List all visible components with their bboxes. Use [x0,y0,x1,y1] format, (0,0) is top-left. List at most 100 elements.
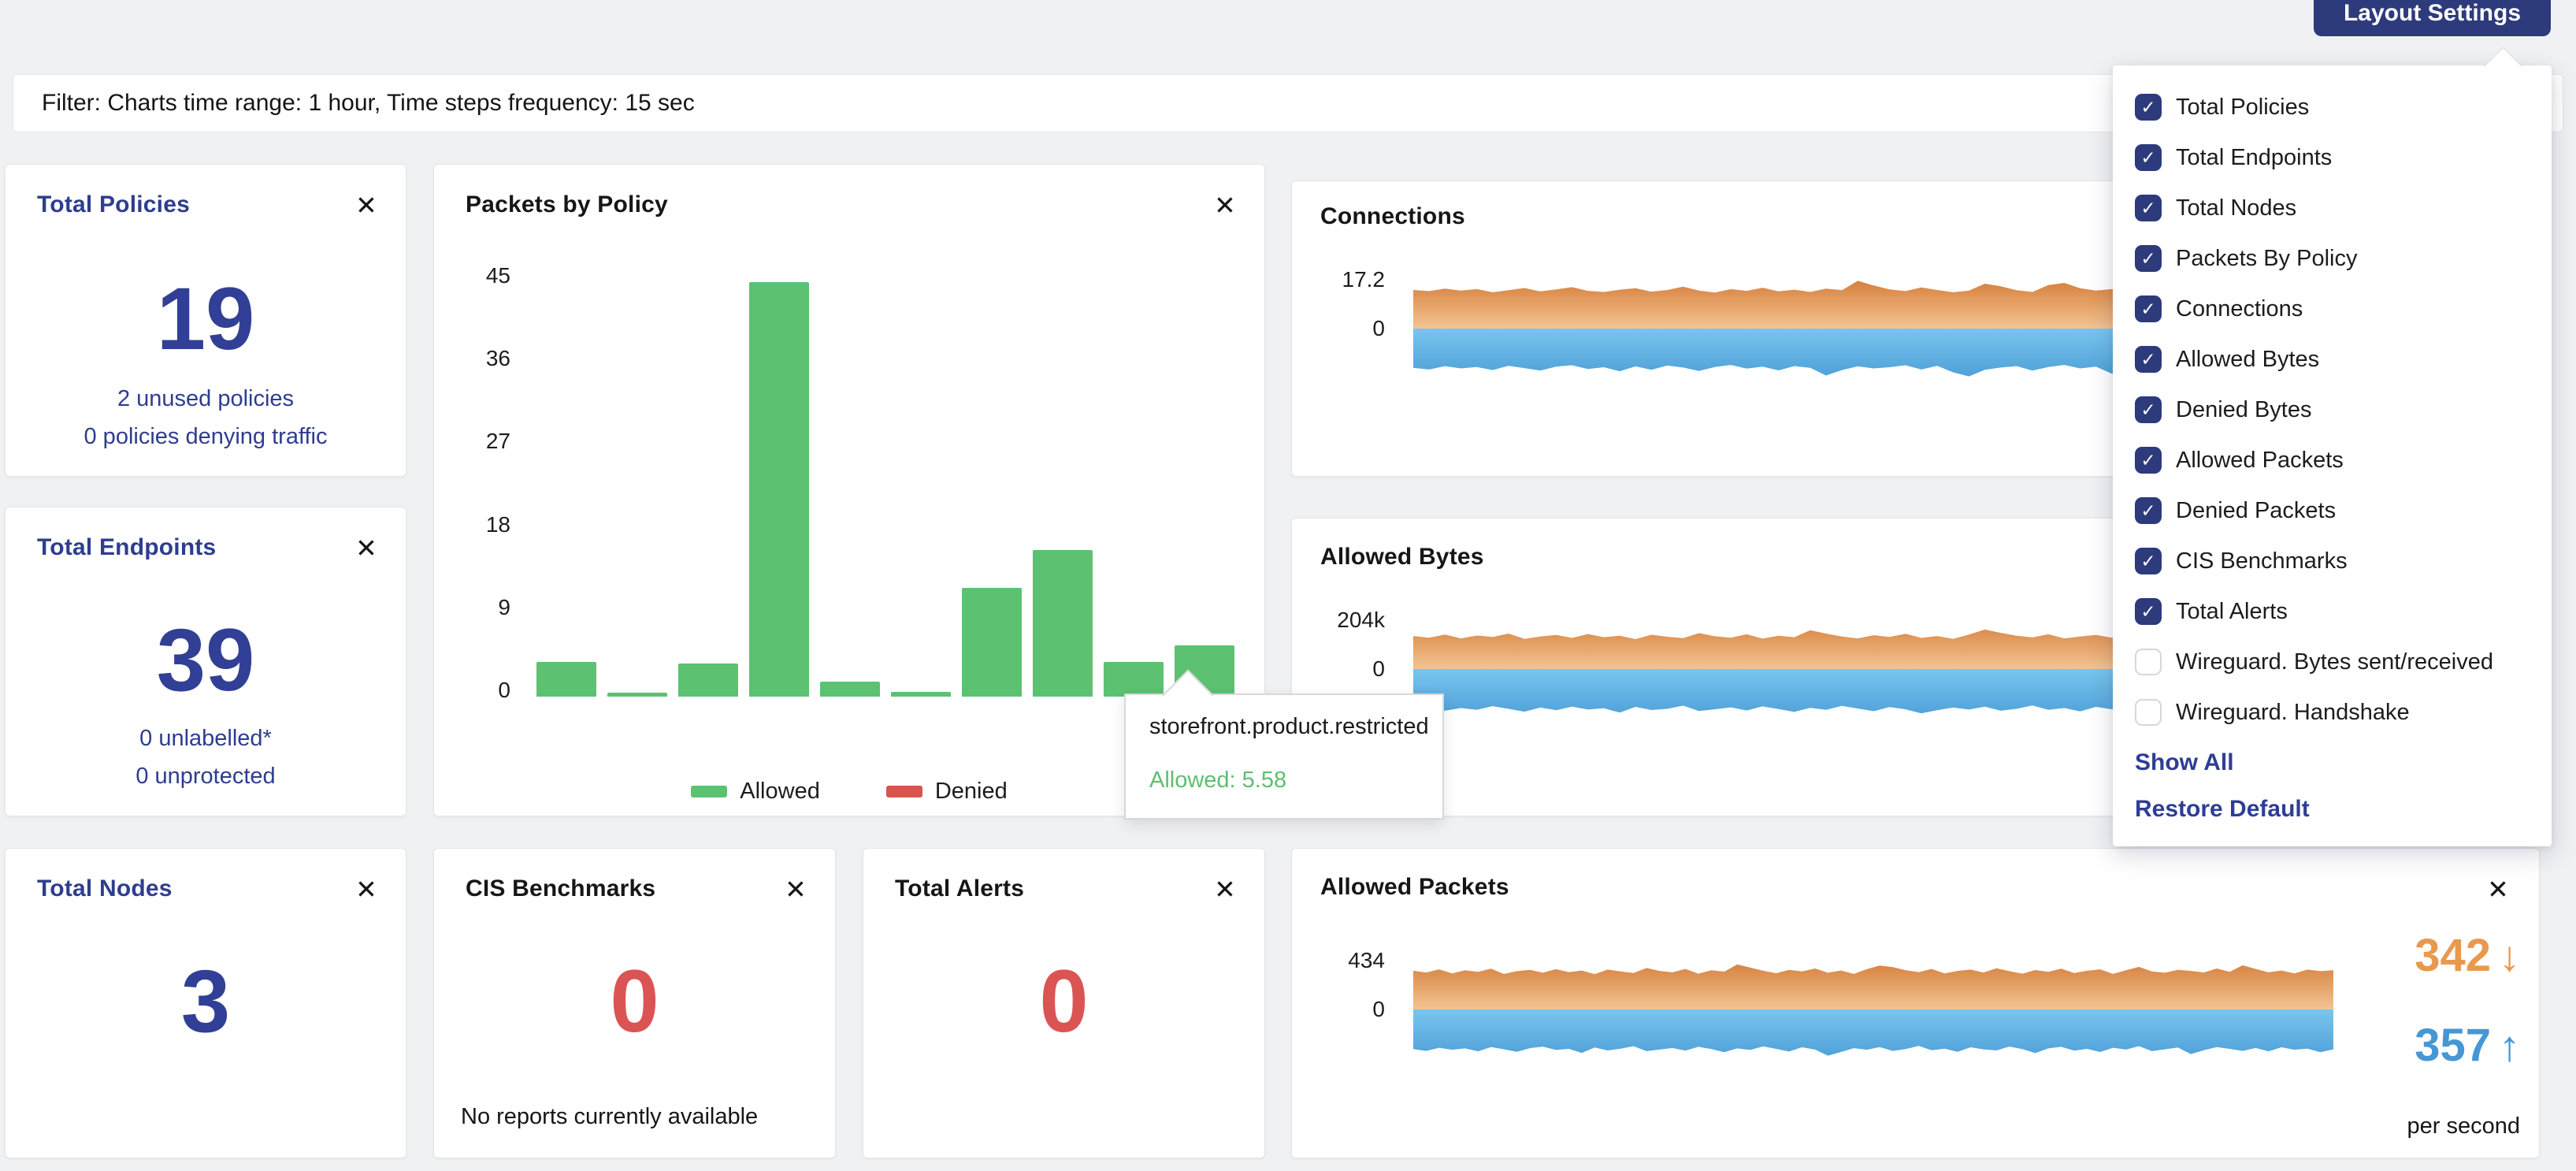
legend-allowed[interactable]: Allowed [691,779,820,805]
checkbox[interactable] [2135,699,2162,726]
arrow-down-icon: ↓ [2499,933,2520,980]
dropdown-caret [2483,46,2523,87]
layout-item-label: Packets By Policy [2176,245,2358,271]
close-icon[interactable]: ✕ [349,872,384,907]
denying-policies-text: 0 policies denying traffic [84,424,328,449]
close-icon[interactable]: ✕ [2481,872,2515,907]
check-icon: ✓ [2140,348,2156,370]
layout-settings-dropdown: ✓ Total Policies ✓ Total Endpoints ✓ Tot… [2113,46,2552,846]
chart-tooltip: storefront.product.restricted Allowed: 5… [1124,669,1444,820]
check-icon: ✓ [2140,197,2156,218]
layout-settings-item[interactable]: ✓ Denied Packets [2135,497,2533,524]
total-endpoints-value: 39 [156,610,255,709]
layout-settings-item[interactable]: ✓ Total Policies [2135,94,2533,121]
close-icon[interactable]: ✕ [349,188,384,223]
allowed-bar[interactable] [962,588,1022,697]
check-icon: ✓ [2140,550,2156,571]
checkbox[interactable]: ✓ [2135,497,2162,524]
check-icon: ✓ [2140,298,2156,319]
card-total-endpoints: Total Endpoints ✕ 39 0 unlabelled* 0 unp… [5,507,406,816]
layout-settings-item[interactable]: ✓ Connections [2135,296,2533,322]
close-icon[interactable]: ✕ [778,872,813,907]
layout-settings-item[interactable]: ✓ Allowed Packets [2135,447,2533,474]
show-all-link[interactable]: Show All [2135,749,2234,775]
layout-settings-item[interactable]: ✓ Allowed Bytes [2135,346,2533,373]
allowed-bar[interactable] [536,662,596,697]
check-icon: ✓ [2140,449,2156,470]
allowed-bar[interactable] [678,664,738,697]
layout-item-label: Allowed Packets [2176,447,2344,473]
checkbox[interactable]: ✓ [2135,144,2162,171]
allowed-bar[interactable] [1033,550,1093,697]
checkbox[interactable]: ✓ [2135,296,2162,322]
total-alerts-value: 0 [1039,951,1089,1050]
checkbox[interactable]: ✓ [2135,195,2162,221]
packets-by-policy-chart[interactable]: 45 36 27 18 9 0 [434,165,1264,816]
layout-item-label: Total Nodes [2176,195,2297,221]
unlabelled-text: 0 unlabelled* [139,726,272,751]
allowed-bar[interactable] [749,282,809,697]
legend-denied[interactable]: Denied [885,779,1008,805]
card-total-alerts: Total Alerts ✕ 0 [863,848,1265,1158]
close-icon[interactable]: ✕ [1208,188,1242,223]
layout-item-label: CIS Benchmarks [2176,548,2348,574]
layout-settings-item[interactable]: ✓ CIS Benchmarks [2135,548,2533,574]
card-cis-benchmarks: CIS Benchmarks ✕ 0 No reports currently … [433,848,836,1158]
layout-settings-item[interactable]: ✓ Total Endpoints [2135,144,2533,171]
restore-default-link[interactable]: Restore Default [2135,796,2310,822]
allowed-bar[interactable] [820,682,880,697]
card-title-allowed-bytes: Allowed Bytes [1320,544,1484,570]
check-icon: ✓ [2140,500,2156,521]
checkbox[interactable]: ✓ [2135,548,2162,574]
allowed-bar[interactable] [891,692,951,697]
card-title-total-nodes: Total Nodes [37,875,173,901]
checkbox[interactable]: ✓ [2135,94,2162,121]
layout-item-label: Wireguard. Handshake [2176,699,2410,725]
check-icon: ✓ [2140,399,2156,420]
card-total-policies: Total Policies ✕ 19 2 unused policies 0 … [5,164,406,477]
arrow-up-icon: ↑ [2499,1023,2520,1070]
checkbox[interactable]: ✓ [2135,346,2162,373]
layout-settings-button[interactable]: Layout Settings [2313,0,2551,36]
layout-item-label: Total Endpoints [2176,144,2333,170]
checkbox[interactable]: ✓ [2135,245,2162,272]
layout-settings-item[interactable]: ✓ Total Alerts [2135,598,2533,625]
layout-item-label: Denied Bytes [2176,396,2312,422]
check-icon: ✓ [2140,247,2156,269]
card-title-total-alerts: Total Alerts [895,875,1025,901]
layout-settings-item[interactable]: ✓ Total Nodes [2135,195,2533,221]
allowed-bar[interactable] [607,693,667,697]
card-title-connections: Connections [1320,203,1465,229]
layout-item-label: Denied Packets [2176,497,2337,523]
card-title-total-policies: Total Policies [37,191,190,217]
layout-item-label: Wireguard. Bytes sent/received [2176,649,2493,675]
layout-item-label: Total Policies [2176,94,2310,120]
close-icon[interactable]: ✕ [349,531,384,566]
layout-settings-item[interactable]: Wireguard. Bytes sent/received [2135,649,2533,675]
filter-text: Filter: Charts time range: 1 hour, Time … [42,90,695,116]
card-title-total-endpoints: Total Endpoints [37,534,217,560]
packets-in-stat: 357 ↑ [2415,1020,2520,1071]
allowed-packets-chart[interactable]: 434 0 [1292,849,2539,1158]
total-policies-value: 19 [156,269,255,368]
layout-item-label: Allowed Bytes [2176,346,2320,372]
checkbox[interactable] [2135,649,2162,675]
layout-settings-item[interactable]: Wireguard. Handshake [2135,699,2533,726]
card-title-cis-benchmarks: CIS Benchmarks [466,875,656,901]
layout-settings-item[interactable]: ✓ Packets By Policy [2135,245,2533,272]
check-icon: ✓ [2140,96,2156,117]
checkbox[interactable]: ✓ [2135,396,2162,423]
card-title-packets-by-policy: Packets by Policy [466,191,668,217]
layout-settings-item[interactable]: ✓ Denied Bytes [2135,396,2533,423]
allowed-bar[interactable] [1104,662,1164,697]
card-total-nodes: Total Nodes ✕ 3 [5,848,406,1158]
check-icon: ✓ [2140,600,2156,622]
checkbox[interactable]: ✓ [2135,447,2162,474]
unprotected-text: 0 unprotected [135,764,276,789]
checkbox[interactable]: ✓ [2135,598,2162,625]
close-icon[interactable]: ✕ [1208,872,1242,907]
chart-legend: Allowed Denied [434,778,1264,805]
layout-item-label: Total Alerts [2176,598,2288,624]
card-title-allowed-packets: Allowed Packets [1320,874,1509,900]
